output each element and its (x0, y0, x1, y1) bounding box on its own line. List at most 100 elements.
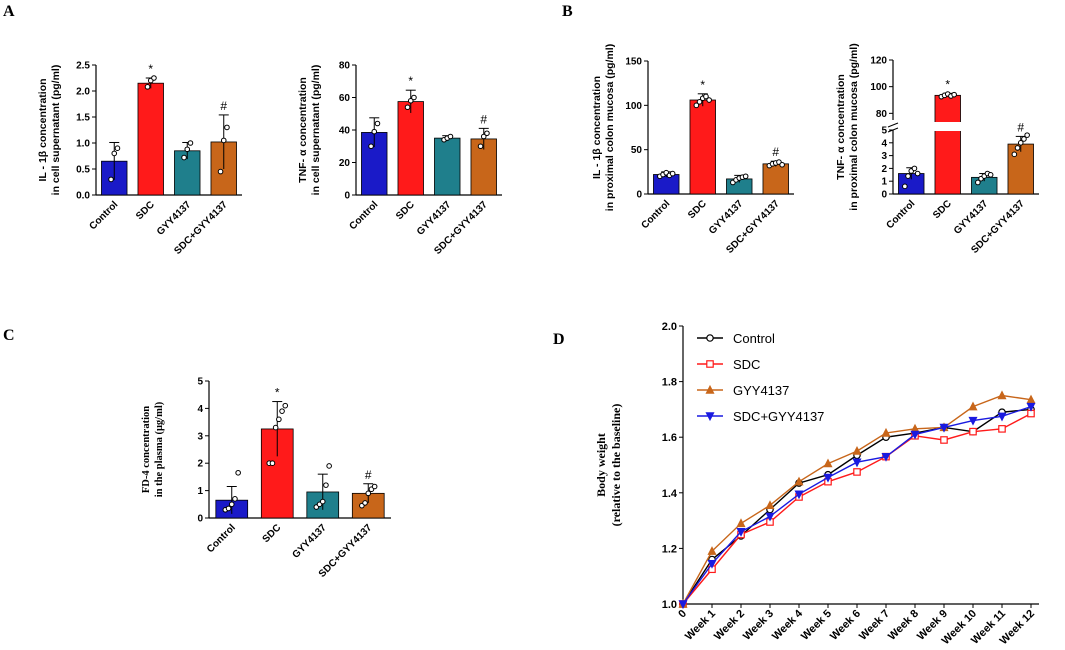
y-tick-label: 2 (197, 459, 203, 470)
data-point-control (108, 176, 114, 183)
data-point-control (911, 165, 918, 172)
significance-marker-sdc-gyy4137: # (772, 145, 779, 159)
y-axis-label-line-1: Body weight (594, 433, 608, 497)
y-tick-label: 40 (339, 126, 351, 137)
y-tick-label: 1.2 (662, 543, 677, 555)
data-point-sdc-gyy4137 (480, 133, 487, 140)
y-axis-label-line-1: IL - 1β concentration (591, 76, 603, 179)
panel-label-b: B (562, 3, 573, 20)
data-point-control (902, 183, 908, 190)
data-point-gyy4137 (823, 458, 833, 468)
data-point-gyy4137 (987, 172, 994, 178)
x-category-label-gyy4137: GYY4137 (155, 199, 194, 238)
data-point-sdc-gyy4137 (220, 137, 227, 144)
data-point-gyy4137 (187, 140, 194, 146)
data-point-sdc-gyy4137 (1017, 140, 1024, 146)
data-point-control (235, 469, 241, 476)
data-point-sdc-gyy4137 (484, 130, 490, 137)
data-point-sdc-gyy4137 (852, 458, 862, 468)
x-tick-label-week-6: Week 6 (828, 608, 863, 643)
axis-break-mark (887, 122, 899, 128)
data-point-sdc-gyy4137 (1021, 136, 1027, 142)
y-tick-label: 3 (197, 431, 203, 442)
data-point-sdc-gyy4137 (365, 490, 372, 497)
y-tick-label: 2.0 (662, 321, 677, 333)
x-category-label-gyy4137: GYY4137 (415, 199, 454, 238)
y-tick-label: 0 (197, 514, 203, 525)
legend-marker-gyy4137 (705, 384, 715, 394)
x-tick-label-week-1: Week 1 (683, 608, 718, 643)
data-point-gyy4137 (736, 518, 746, 528)
data-point-sdc (940, 436, 948, 444)
y-axis-label-line-1: TNF- α concentration (297, 77, 309, 183)
data-point-sdc-gyy4137 (997, 412, 1007, 422)
y-axis-label-line-2: (relative to the baseline) (609, 404, 623, 527)
y-tick-label: 1.0 (662, 599, 677, 611)
data-point-sdc-gyy4137 (910, 430, 920, 440)
data-point-sdc (853, 468, 861, 476)
bar-sdc (689, 99, 716, 195)
legend-label-sdc: SDC (733, 357, 760, 372)
data-point-control (114, 145, 121, 151)
series-line-sdc (682, 412, 1032, 605)
series-sdc (679, 409, 1035, 608)
y-tick-label: 4 (881, 138, 887, 149)
legend-marker-control (706, 334, 714, 342)
data-point-gyy4137 (447, 133, 454, 140)
data-point-sdc (703, 93, 709, 100)
data-point-gyy4137 (1026, 394, 1036, 404)
data-point-sdc (279, 408, 285, 414)
y-tick-label: 5 (197, 377, 203, 388)
data-point-control (225, 505, 232, 512)
y-tick-label: 120 (870, 56, 887, 67)
y-tick-label: 1.0 (76, 139, 90, 150)
data-point-sdc (696, 98, 703, 105)
data-point-sdc (144, 84, 151, 90)
data-point-sdc (404, 104, 411, 111)
y-tick-label: 20 (339, 158, 351, 169)
data-point-control (228, 501, 235, 508)
data-point-sdc-gyy4137 (362, 500, 368, 506)
data-point-gyy4137 (319, 498, 326, 505)
bar-sdc (137, 82, 164, 196)
x-category-label-control: Control (884, 198, 917, 231)
data-point-control (669, 170, 676, 177)
data-point-sdc-gyy4137 (1011, 151, 1018, 158)
y-tick-label: 100 (870, 82, 887, 93)
y-tick-label: 0 (636, 190, 642, 201)
legend-label-sdc-gyy4137: SDC+GYY4137 (733, 409, 824, 424)
y-tick-label: 100 (625, 101, 642, 112)
data-point-sdc-gyy4137 (217, 168, 224, 175)
data-point-gyy4137 (794, 476, 804, 486)
data-point-sdc (276, 416, 282, 423)
x-tick-label-week-3: Week 3 (741, 608, 776, 643)
significance-marker-sdc-gyy4137: # (220, 99, 227, 113)
series-line-control (682, 408, 1032, 605)
y-tick-label: 1.5 (76, 113, 90, 124)
y-axis-label-line-1: FD-4 concentration (141, 406, 152, 493)
panel-label-d: D (553, 331, 565, 348)
y-tick-label: 3 (881, 151, 887, 162)
significance-marker-sdc-gyy4137: # (365, 468, 372, 482)
significance-marker-sdc: * (148, 62, 153, 76)
y-axis-label-line-2: in proximal colon mucosa (pg/ml) (604, 44, 616, 211)
data-point-sdc-gyy4137 (823, 473, 833, 483)
x-tick-label-week-8: Week 8 (886, 608, 921, 643)
data-point-sdc-gyy4137 (477, 143, 484, 150)
y-axis-label-line-2: in the plasma (μg/ml) (154, 401, 165, 497)
data-point-control (111, 150, 118, 157)
chart-tnfa-cell-supernatant: 0 20 40 60 80 TNF- α concentration in cell sup… (297, 61, 502, 257)
data-point-sdc-gyy4137 (794, 490, 804, 500)
data-point-sdc-gyy4137 (371, 483, 378, 490)
y-tick-label: 1 (881, 177, 887, 188)
x-category-label-gyy4137: GYY4137 (952, 198, 991, 237)
data-point-sdc (951, 91, 957, 98)
x-category-label-sdc: SDC (394, 199, 417, 222)
data-point-gyy4137 (852, 446, 862, 455)
series-line-sdc-gyy4137 (682, 405, 1032, 605)
significance-marker-sdc-gyy4137: # (1017, 120, 1024, 134)
y-tick-label: 1 (197, 486, 203, 497)
data-point-control (905, 173, 911, 179)
y-tick-label: 2.5 (76, 61, 90, 72)
